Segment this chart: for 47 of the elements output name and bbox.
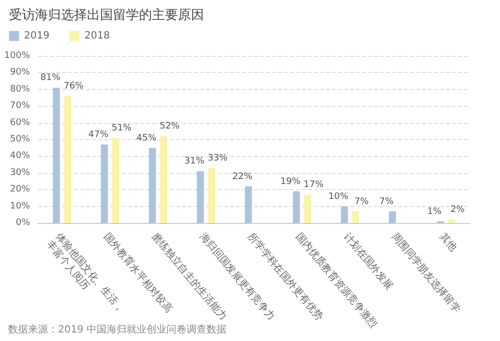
y-tick-label: 0% [16,218,30,228]
bar [448,220,456,223]
data-label: 7% [379,196,394,207]
bar [340,206,348,223]
data-label: 2% [450,205,466,216]
legend-label: 2018 [84,30,110,42]
data-label: 45% [136,133,157,144]
data-label: 17% [304,180,324,190]
x-tick-label: 其他 [437,230,460,254]
bar [160,136,168,223]
bar [388,211,396,223]
data-label: 47% [88,130,109,140]
y-tick-label: 60% [10,118,30,128]
chart-title: 受访海归选择出国留学的主要原因 [9,7,204,23]
y-tick-label: 90% [10,68,30,78]
source-note: 数据来源：2019 中国海归就业创业问卷调查数据 [8,324,227,336]
y-tick-label: 10% [10,201,30,212]
bar [148,148,156,223]
bar [196,171,204,223]
bar [64,96,72,223]
bar [304,194,312,223]
data-label: 76% [64,82,84,92]
data-label: 10% [328,192,349,202]
data-label: 7% [354,196,370,207]
y-tick-label: 20% [10,184,30,195]
data-label: 22% [232,172,253,182]
data-label: 1% [427,206,442,217]
data-label: 33% [208,153,228,164]
bar [52,88,60,223]
bar [100,144,108,223]
y-tick-label: 100% [4,51,30,61]
data-label: 51% [112,123,132,134]
data-label: 31% [184,156,205,167]
legend-label: 2019 [24,30,50,42]
y-tick-label: 30% [10,168,30,178]
bar [292,191,300,223]
data-label: 81% [40,73,61,84]
y-tick-label: 50% [10,134,30,144]
bar [352,211,360,223]
bar [208,168,216,223]
y-tick-label: 70% [10,101,30,112]
y-tick-label: 40% [10,151,30,162]
bar [112,138,120,223]
y-tick-label: 80% [10,84,30,94]
bar [244,186,252,223]
data-label: 52% [160,122,180,132]
data-label: 19% [280,176,301,187]
